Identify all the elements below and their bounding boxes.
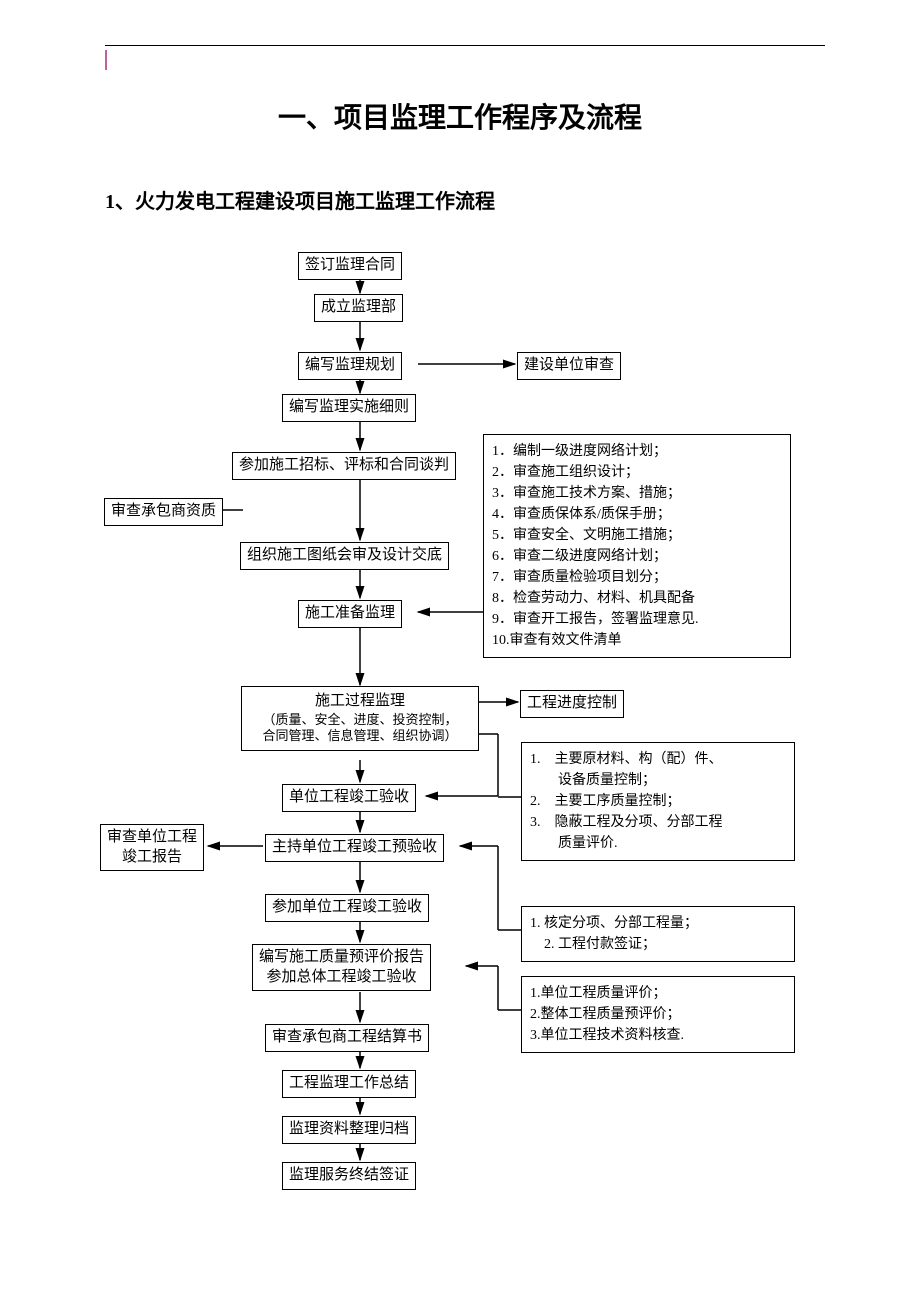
list-prep-10: 10.审查有效文件清单	[492, 630, 782, 651]
node-write-rules: 编写监理实施细则	[282, 394, 416, 422]
list-quality-2: 2. 主要工序质量控制；	[530, 791, 786, 812]
node-review-completion-l2: 竣工报告	[107, 848, 197, 868]
node-closure: 监理服务终结签证	[282, 1162, 416, 1190]
node-quality-report: 编写施工质量预评价报告 参加总体工程竣工验收	[252, 944, 431, 991]
list-prep-2: 2．审查施工组织设计；	[492, 462, 782, 483]
page: 一、项目监理工作程序及流程 1、火力发电工程建设项目施工监理工作流程	[0, 0, 920, 1302]
list-payment-2: 2. 工程付款签证；	[530, 934, 786, 955]
node-sign-contract: 签订监理合同	[298, 252, 402, 280]
node-owner-review: 建设单位审查	[517, 352, 621, 380]
list-prep-9: 9．审查开工报告，签署监理意见.	[492, 609, 782, 630]
node-summary: 工程监理工作总结	[282, 1070, 416, 1098]
list-prep-4: 4．审查质保体系/质保手册；	[492, 504, 782, 525]
node-review-contractor: 审查承包商资质	[104, 498, 223, 526]
node-bidding: 参加施工招标、评标和合同谈判	[232, 452, 456, 480]
list-eval-2: 2.整体工程质量预评价；	[530, 1004, 786, 1025]
node-process-line2: 合同管理、信息管理、组织协调）	[248, 728, 472, 747]
list-eval: 1.单位工程质量评价； 2.整体工程质量预评价； 3.单位工程技术资料核查.	[521, 976, 795, 1053]
node-review-settlement: 审查承包商工程结算书	[265, 1024, 429, 1052]
node-attend-acceptance: 参加单位工程竣工验收	[265, 894, 429, 922]
list-quality-3b: 质量评价.	[530, 833, 786, 854]
node-progress-control: 工程进度控制	[520, 690, 624, 718]
list-payment-1: 1. 核定分项、分部工程量；	[530, 913, 786, 934]
node-write-plan: 编写监理规划	[298, 352, 402, 380]
list-prep-3: 3．审查施工技术方案、措施；	[492, 483, 782, 504]
node-process-title: 施工过程监理	[248, 690, 472, 712]
node-review-completion-report: 审查单位工程 竣工报告	[100, 824, 204, 871]
node-quality-report-l2: 参加总体工程竣工验收	[259, 968, 424, 988]
list-prep-8: 8．检查劳动力、材料、机具配备	[492, 588, 782, 609]
node-establish-dept: 成立监理部	[314, 294, 403, 322]
list-payment: 1. 核定分项、分部工程量； 2. 工程付款签证；	[521, 906, 795, 962]
node-review-completion-l1: 审查单位工程	[107, 828, 197, 848]
list-quality-1: 1. 主要原材料、构（配）件、	[530, 749, 786, 770]
list-quality-1b: 设备质量控制；	[530, 770, 786, 791]
node-process-line1: （质量、安全、进度、投资控制，	[248, 712, 472, 729]
node-quality-report-l1: 编写施工质量预评价报告	[259, 948, 424, 968]
node-process-supervision: 施工过程监理 （质量、安全、进度、投资控制， 合同管理、信息管理、组织协调）	[241, 686, 479, 751]
node-drawing-review: 组织施工图纸会审及设计交底	[240, 542, 449, 570]
list-prep-1: 1．编制一级进度网络计划；	[492, 441, 782, 462]
node-unit-acceptance: 单位工程竣工验收	[282, 784, 416, 812]
list-prep-5: 5．审查安全、文明施工措施；	[492, 525, 782, 546]
list-prep-7: 7．审查质量检验项目划分；	[492, 567, 782, 588]
list-quality: 1. 主要原材料、构（配）件、 设备质量控制； 2. 主要工序质量控制； 3. …	[521, 742, 795, 861]
list-eval-1: 1.单位工程质量评价；	[530, 983, 786, 1004]
list-quality-3: 3. 隐蔽工程及分项、分部工程	[530, 812, 786, 833]
list-prep: 1．编制一级进度网络计划； 2．审查施工组织设计； 3．审查施工技术方案、措施；…	[483, 434, 791, 658]
node-prep-supervision: 施工准备监理	[298, 600, 402, 628]
node-pre-acceptance: 主持单位工程竣工预验收	[265, 834, 444, 862]
list-eval-3: 3.单位工程技术资料核查.	[530, 1025, 786, 1046]
node-archive: 监理资料整理归档	[282, 1116, 416, 1144]
list-prep-6: 6．审查二级进度网络计划；	[492, 546, 782, 567]
